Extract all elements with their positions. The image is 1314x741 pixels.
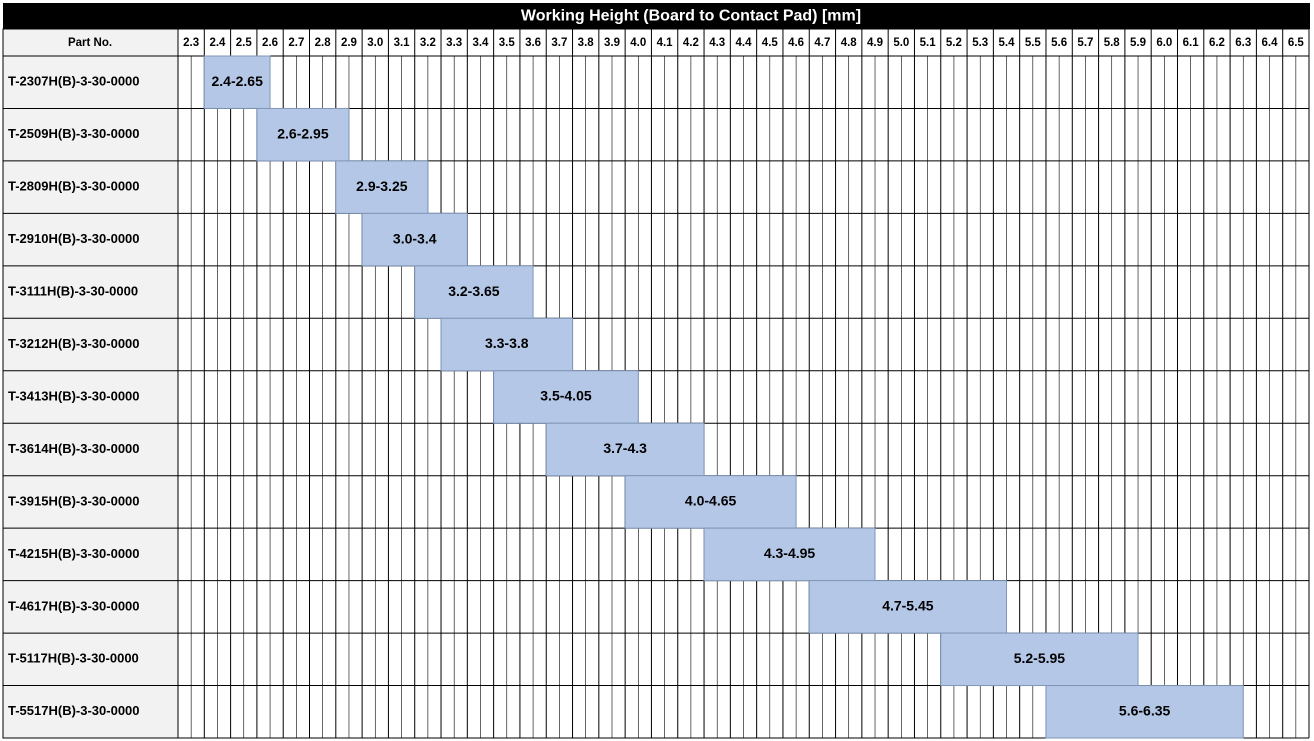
bar bbox=[703, 527, 876, 582]
category-label: T-3915H(B)-3-30-0000 bbox=[8, 493, 140, 508]
x-tick-label: 2.3 bbox=[183, 37, 199, 49]
x-tick-label: 3.7 bbox=[551, 37, 567, 49]
x-tick-label: 4.3 bbox=[709, 37, 725, 49]
x-tick-label: 4.6 bbox=[788, 37, 804, 49]
bar bbox=[624, 475, 797, 529]
x-tick-label: 2.9 bbox=[341, 37, 357, 49]
x-tick-label: 4.7 bbox=[814, 37, 830, 49]
category-label: T-5117H(B)-3-30-0000 bbox=[8, 651, 139, 666]
x-tick-label: 3.9 bbox=[604, 37, 620, 49]
category-label: T-3614H(B)-3-30-0000 bbox=[8, 441, 140, 456]
x-tick-label: 4.8 bbox=[841, 37, 858, 49]
bar bbox=[1045, 685, 1244, 739]
bar-label: 3.2-3.65 bbox=[448, 283, 500, 299]
bar-label: 3.0-3.4 bbox=[393, 230, 437, 246]
category-label: T-2910H(B)-3-30-0000 bbox=[8, 231, 140, 246]
x-tick-label: 3.1 bbox=[394, 37, 411, 49]
x-tick-label: 3.4 bbox=[472, 37, 489, 49]
bar-label: 3.5-4.05 bbox=[540, 388, 592, 404]
x-tick-label: 4.5 bbox=[762, 37, 779, 49]
bar-label: 4.0-4.65 bbox=[685, 493, 737, 509]
bar bbox=[440, 317, 574, 372]
x-tick-label: 2.8 bbox=[315, 37, 332, 49]
x-tick-label: 3.0 bbox=[367, 37, 383, 49]
bar-label: 3.7-4.3 bbox=[603, 440, 647, 456]
x-tick-label: 6.3 bbox=[1235, 37, 1251, 49]
category-label: T-2307H(B)-3-30-0000 bbox=[8, 74, 140, 89]
x-tick-label: 4.9 bbox=[867, 37, 883, 49]
x-tick-label: 4.4 bbox=[736, 37, 753, 49]
x-tick-label: 5.1 bbox=[920, 37, 937, 49]
bar-label: 4.7-5.45 bbox=[882, 598, 934, 614]
x-tick-label: 5.4 bbox=[999, 37, 1016, 49]
chart-title: Working Height (Board to Contact Pad) [m… bbox=[521, 8, 861, 25]
x-tick-label: 5.0 bbox=[893, 37, 909, 49]
x-tick-label: 5.5 bbox=[1025, 37, 1042, 49]
category-label: T-2809H(B)-3-30-0000 bbox=[8, 179, 140, 194]
x-tick-label: 4.1 bbox=[657, 37, 674, 49]
x-tick-label: 2.4 bbox=[209, 37, 226, 49]
x-tick-label: 5.7 bbox=[1077, 37, 1093, 49]
category-label: T-4617H(B)-3-30-0000 bbox=[8, 598, 140, 613]
bar-label: 2.4-2.65 bbox=[211, 73, 263, 89]
bar-label: 5.2-5.95 bbox=[1014, 650, 1066, 666]
x-tick-label: 5.6 bbox=[1051, 37, 1067, 49]
x-tick-label: 6.0 bbox=[1156, 37, 1172, 49]
x-tick-label: 3.2 bbox=[420, 37, 436, 49]
category-label: T-3111H(B)-3-30-0000 bbox=[8, 284, 138, 299]
x-tick-label: 6.4 bbox=[1262, 37, 1279, 49]
x-tick-label: 3.6 bbox=[525, 37, 541, 49]
x-tick-label: 6.2 bbox=[1209, 37, 1225, 49]
x-tick-label: 6.1 bbox=[1183, 37, 1200, 49]
bar-label: 5.6-6.35 bbox=[1119, 702, 1171, 718]
bar bbox=[361, 212, 468, 267]
bar bbox=[256, 107, 350, 162]
x-tick-label: 3.3 bbox=[446, 37, 462, 49]
bar-label: 2.9-3.25 bbox=[356, 178, 408, 194]
category-label: T-4215H(B)-3-30-0000 bbox=[8, 546, 140, 561]
x-tick-label: 5.2 bbox=[946, 37, 962, 49]
x-tick-label: 3.8 bbox=[578, 37, 595, 49]
x-tick-label: 2.6 bbox=[262, 37, 278, 49]
bar bbox=[335, 160, 429, 214]
category-label: T-5517H(B)-3-30-0000 bbox=[8, 703, 140, 718]
category-label: T-3212H(B)-3-30-0000 bbox=[8, 336, 140, 351]
x-tick-label: 2.5 bbox=[236, 37, 253, 49]
bar bbox=[808, 580, 1008, 634]
bar bbox=[545, 422, 705, 477]
bar bbox=[414, 265, 534, 319]
x-tick-label: 2.7 bbox=[288, 37, 304, 49]
bar bbox=[203, 55, 271, 109]
x-tick-label: 5.8 bbox=[1104, 37, 1121, 49]
bar bbox=[940, 632, 1139, 687]
x-tick-label: 5.3 bbox=[972, 37, 988, 49]
x-tick-label: 4.2 bbox=[683, 37, 699, 49]
title-bar bbox=[3, 3, 1310, 29]
category-label: T-2509H(B)-3-30-0000 bbox=[8, 126, 140, 141]
category-header: Part No. bbox=[68, 37, 112, 49]
bar bbox=[493, 370, 639, 424]
x-tick-label: 3.5 bbox=[499, 37, 516, 49]
category-label: T-3413H(B)-3-30-0000 bbox=[8, 388, 140, 403]
x-tick-label: 4.0 bbox=[630, 37, 646, 49]
bar-label: 4.3-4.95 bbox=[764, 545, 816, 561]
bar-label: 2.6-2.95 bbox=[277, 125, 329, 141]
bar-label: 3.3-3.8 bbox=[485, 335, 529, 351]
x-tick-label: 6.5 bbox=[1288, 37, 1305, 49]
x-tick-label: 5.9 bbox=[1130, 37, 1146, 49]
part-column bbox=[2, 28, 179, 739]
